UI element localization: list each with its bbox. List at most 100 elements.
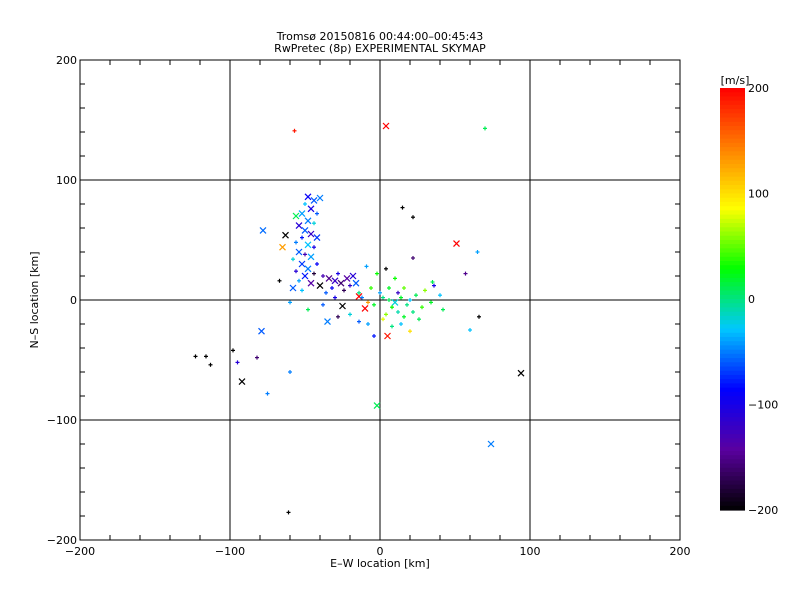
data-point (282, 231, 289, 239)
colorbar-segment (720, 273, 745, 279)
data-point (411, 256, 415, 260)
colorbar-segment (720, 125, 745, 131)
colorbar-segment (720, 370, 745, 376)
data-points (193, 122, 525, 515)
colorbar-segment (720, 277, 745, 283)
data-point (384, 332, 391, 340)
data-point (315, 211, 319, 216)
data-point (381, 317, 385, 322)
data-point (372, 302, 376, 307)
colorbar-label: [m/s] (721, 74, 750, 87)
data-point (279, 243, 286, 251)
colorbar-segment (720, 235, 745, 241)
x-axis-label: E–W location [km] (330, 557, 430, 570)
colorbar-tick-label: −200 (748, 504, 778, 517)
y-tick-labels: −200 −100 0 100 200 (47, 54, 77, 547)
colorbar-segment (720, 336, 745, 342)
colorbar-segment (720, 269, 745, 275)
data-point (325, 274, 333, 282)
data-point (387, 286, 391, 290)
colorbar-segment (720, 391, 745, 397)
colorbar-segment (720, 366, 745, 372)
colorbar-segment (720, 163, 745, 169)
y-tick-label: 200 (56, 54, 77, 67)
data-point (307, 230, 315, 238)
data-point (321, 274, 325, 278)
colorbar-segment (720, 193, 745, 199)
data-point (333, 295, 337, 300)
colorbar-segment (720, 117, 745, 123)
data-point (304, 193, 312, 201)
colorbar-segment (720, 311, 745, 317)
colorbar-segment (720, 429, 745, 435)
y-axis-label: N–S location [km] (28, 251, 41, 348)
data-point (312, 221, 316, 226)
colorbar-segment (720, 159, 745, 165)
colorbar-segment (720, 379, 745, 384)
colorbar-tick-label: 200 (748, 82, 769, 95)
data-point (292, 212, 300, 220)
x-tick-label: 0 (377, 545, 384, 558)
colorbar-segment (720, 252, 745, 258)
colorbar-segment (720, 96, 745, 102)
data-point (339, 302, 346, 310)
data-point (429, 300, 433, 305)
colorbar-segment (720, 484, 745, 490)
colorbar-segment (720, 320, 745, 325)
y-tick-label: −100 (47, 414, 77, 427)
data-point (414, 293, 418, 298)
data-point (298, 210, 306, 218)
colorbar-segment (720, 412, 745, 418)
data-point (399, 295, 403, 300)
x-tick-label: 100 (520, 545, 541, 558)
colorbar-segment (720, 315, 745, 321)
data-point (193, 354, 198, 359)
colorbar-segment (720, 176, 745, 182)
data-point (294, 240, 298, 245)
colorbar-segment (720, 142, 745, 148)
data-point (316, 282, 324, 290)
colorbar-segment (720, 450, 745, 456)
colorbar-segment (720, 472, 745, 477)
colorbar-segment (720, 109, 745, 114)
colorbar: 200 100 0 −100 −200 (720, 82, 778, 517)
colorbar-segment (720, 307, 745, 313)
colorbar-segment (720, 168, 745, 173)
data-point (255, 355, 259, 360)
colorbar-segment (720, 130, 745, 136)
colorbar-segment (720, 358, 745, 363)
colorbar-segment (720, 261, 745, 266)
data-point (288, 300, 292, 305)
colorbar-segment (720, 92, 745, 98)
data-point (265, 391, 270, 396)
colorbar-segment (720, 172, 745, 178)
data-point (313, 234, 321, 242)
colorbar-segment (720, 374, 745, 380)
data-point (355, 292, 363, 300)
colorbar-segment (720, 151, 745, 157)
colorbar-segment (720, 282, 745, 287)
data-point (393, 276, 397, 281)
colorbar-segment (720, 147, 745, 152)
data-point (373, 402, 381, 410)
data-point (366, 300, 370, 305)
colorbar-segment (720, 387, 745, 393)
data-point (357, 319, 361, 324)
data-point (312, 245, 316, 250)
colorbar-segment (720, 488, 745, 494)
colorbar-segment (720, 421, 745, 427)
data-point (402, 286, 406, 290)
data-point (208, 362, 213, 367)
data-point (310, 196, 318, 204)
data-point (303, 202, 307, 206)
colorbar-segment (720, 189, 745, 195)
data-point (300, 288, 304, 293)
colorbar-segment (720, 100, 745, 106)
data-point (361, 304, 369, 312)
data-point (432, 283, 436, 288)
colorbar-tick-label: 100 (748, 188, 769, 201)
data-point (517, 369, 525, 377)
data-point (324, 290, 328, 295)
data-point (343, 274, 351, 282)
colorbar-segment (720, 113, 745, 119)
